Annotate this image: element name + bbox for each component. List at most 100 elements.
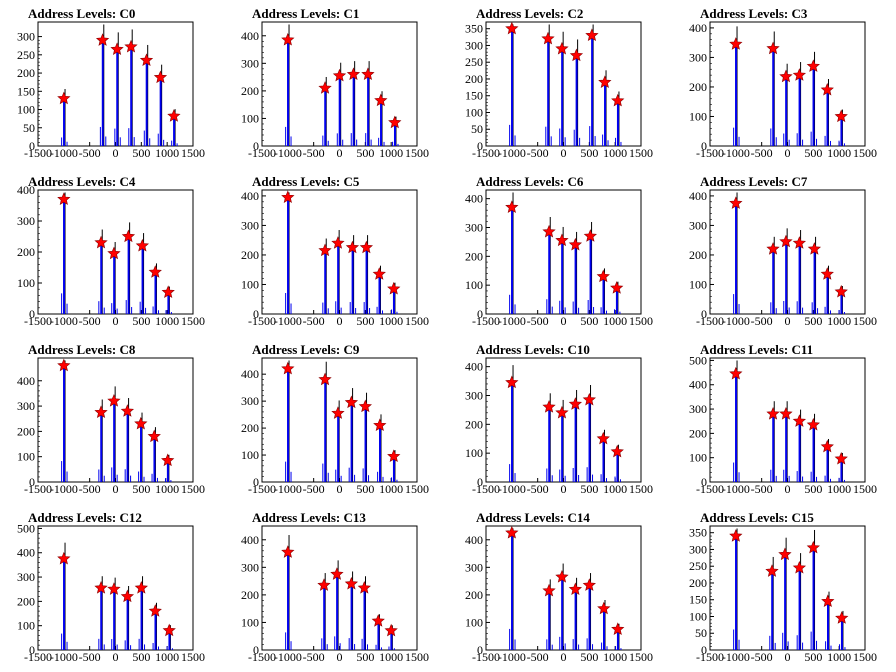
- star-icon: [344, 576, 359, 590]
- star-icon: [729, 366, 743, 380]
- star-icon: [766, 41, 780, 55]
- y-tick-label: 150: [465, 89, 483, 103]
- x-tick-label: 1500: [181, 482, 205, 496]
- star-icon: [135, 238, 149, 252]
- x-tick-label: 1500: [853, 314, 877, 328]
- star-icon: [134, 581, 148, 594]
- y-tick-label: 100: [241, 615, 259, 629]
- x-tick-label: -500: [79, 482, 101, 496]
- x-tick-label: 1500: [629, 314, 653, 328]
- histogram-peak: [166, 460, 169, 482]
- chart-panel: Address Levels: C11 0 100 200 300 400 500 -1500…: [689, 342, 877, 496]
- chart-title: Address Levels: C9: [252, 342, 360, 357]
- x-tick-label: -1500: [696, 482, 724, 496]
- y-tick-label: 100: [465, 446, 483, 460]
- star-icon: [330, 567, 344, 580]
- star-icon: [147, 429, 161, 443]
- star-icon: [610, 444, 624, 458]
- histogram-peak: [140, 588, 143, 650]
- x-tick-label: -500: [79, 650, 101, 664]
- histogram-peak: [63, 558, 66, 650]
- y-tick-label: 0: [253, 307, 259, 321]
- x-tick-label: -1000: [498, 146, 526, 160]
- histogram-peak: [589, 236, 592, 314]
- chart-title: Address Levels: C7: [700, 174, 808, 189]
- histogram-peak: [126, 596, 129, 650]
- x-tick-label: 1000: [827, 146, 851, 160]
- chart-title: Address Levels: C15: [700, 510, 814, 525]
- y-tick-label: 200: [689, 80, 707, 94]
- x-tick-label: 1000: [603, 482, 627, 496]
- histogram-peak: [735, 203, 738, 314]
- histogram-peak: [798, 243, 801, 314]
- x-tick-label: 1000: [827, 314, 851, 328]
- histogram-peak: [772, 249, 775, 314]
- y-tick-label: 400: [465, 360, 483, 374]
- histogram-peak: [350, 583, 353, 650]
- star-icon: [331, 406, 345, 419]
- histogram-peak: [616, 629, 619, 650]
- star-icon: [542, 583, 556, 597]
- y-tick-label: 50: [23, 121, 35, 135]
- histogram-peak: [100, 588, 103, 650]
- x-tick-label: 0: [113, 146, 119, 160]
- histogram-peak: [785, 241, 788, 314]
- histogram-peak: [168, 630, 171, 650]
- x-tick-label: 1500: [405, 146, 429, 160]
- y-tick-label: 400: [17, 183, 35, 197]
- star-icon: [792, 236, 807, 249]
- star-icon: [107, 394, 121, 407]
- star-icon: [318, 81, 332, 94]
- star-icon: [332, 68, 347, 82]
- chart-panel: Address Levels: C8 0 100 200 300 400 -1500-100…: [17, 342, 205, 496]
- y-tick-label: 400: [241, 533, 259, 547]
- histogram-peak: [735, 373, 738, 482]
- x-tick-label: -1500: [696, 146, 724, 160]
- histogram-peak: [616, 100, 619, 146]
- star-icon: [372, 267, 386, 280]
- star-icon: [95, 33, 110, 46]
- star-icon: [835, 611, 849, 624]
- chart-panel: Address Levels: C14 0 100 200 300 400 -1500-10…: [465, 510, 653, 664]
- chart-panel: Address Levels: C10 0 100 200 300 400 -1500-10…: [465, 342, 653, 496]
- histogram-peak: [154, 611, 157, 650]
- y-tick-label: 300: [465, 38, 483, 52]
- chart-title: Address Levels: C11: [700, 342, 813, 357]
- y-tick-label: 350: [689, 526, 707, 540]
- star-icon: [388, 115, 402, 129]
- histogram-peak: [287, 368, 290, 482]
- x-tick-label: -1500: [248, 482, 276, 496]
- histogram-peak: [173, 116, 176, 146]
- y-tick-label: 100: [465, 105, 483, 119]
- y-tick-label: 300: [465, 560, 483, 574]
- y-tick-label: 0: [29, 139, 35, 153]
- x-tick-label: -1500: [472, 482, 500, 496]
- star-icon: [766, 242, 780, 255]
- x-tick-label: 1000: [379, 146, 403, 160]
- x-tick-label: 1000: [379, 314, 403, 328]
- histogram-peak: [784, 554, 787, 650]
- x-tick-label: -500: [751, 314, 773, 328]
- star-icon: [94, 405, 108, 419]
- chart-panel: Address Levels: C1 0 100 200 300 400 -1500-100…: [241, 6, 429, 160]
- star-icon: [583, 229, 597, 242]
- histogram-peak: [377, 621, 380, 650]
- histogram-peak: [392, 288, 395, 314]
- y-tick-label: 300: [17, 30, 35, 44]
- star-icon: [541, 31, 555, 45]
- star-icon: [167, 109, 181, 122]
- y-tick-label: 300: [241, 560, 259, 574]
- chart-title: Address Levels: C12: [28, 510, 142, 525]
- star-icon: [94, 235, 108, 249]
- y-tick-label: 300: [17, 399, 35, 413]
- histogram-peak: [336, 574, 339, 650]
- x-tick-label: 0: [561, 314, 567, 328]
- star-icon: [568, 237, 583, 251]
- y-tick-label: 400: [689, 21, 707, 35]
- x-tick-label: 0: [113, 314, 119, 328]
- x-tick-label: 1500: [181, 650, 205, 664]
- y-tick-label: 0: [701, 643, 707, 657]
- y-tick-label: 400: [17, 546, 35, 560]
- histogram-peak: [840, 291, 843, 314]
- star-icon: [345, 240, 360, 254]
